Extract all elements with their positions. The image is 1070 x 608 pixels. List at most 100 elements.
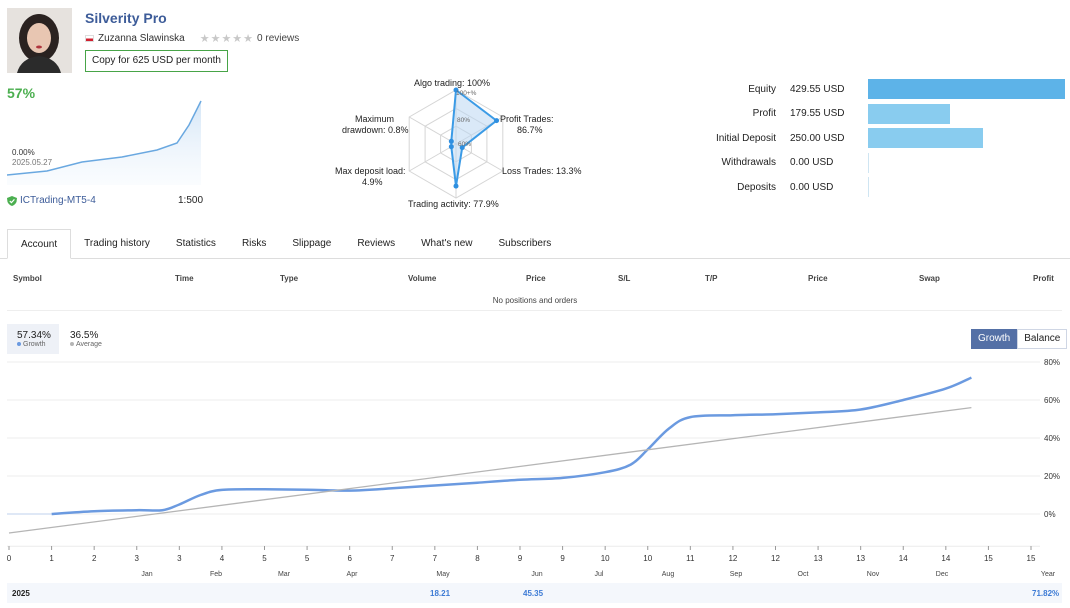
month-label: Jun [531,571,542,578]
reviews-count[interactable]: 0 reviews [257,33,300,44]
balance-bar [868,103,951,124]
year-summary-row: 2025 18.21 45.35 71.82% [7,583,1062,603]
x-tick-label: 7 [390,554,395,563]
balance-row: Deposits 0.00 USD [686,177,869,197]
tab-account[interactable]: Account [7,229,72,259]
column-header[interactable]: Price [808,274,828,283]
rating-stars-icon: ★★★★★ [199,33,255,45]
tab-trading-history[interactable]: Trading history [84,238,150,249]
column-header[interactable]: Type [280,274,299,283]
average-dot-icon [70,342,74,346]
radar-point-algo [453,87,459,93]
radar-point-loss [459,145,465,151]
radar-label-profit-trades: Profit Trades: [500,114,554,124]
tab-statistics[interactable]: Statistics [175,238,216,249]
radar-label-trading-activity: Trading activity: 77.9% [408,199,499,209]
broker-server[interactable]: ICTrading-MT5-4 [20,195,96,206]
y-tick-label: 40% [1044,434,1060,443]
leverage: 1:500 [178,195,204,206]
radar-ring-label: 60% [458,141,471,148]
trading-radar-chart: 100+% 80% 60% [408,87,504,199]
x-tick-label: 9 [560,554,565,563]
balance-label: Profit [752,108,776,119]
tab-risks[interactable]: Risks [241,238,267,249]
balance-label: Withdrawals [721,157,776,168]
chart-mode-toggle: Growth Balance [971,329,1068,349]
balance-value: 429.55 USD [790,83,845,95]
balance-row: Equity 429.55 USD [686,79,1065,99]
year-label: 2025 [12,589,30,598]
balance-bar [868,128,983,148]
sparkline-start-date: 2025.05.27 [12,158,53,167]
poland-flag-icon [85,35,94,42]
tab-subscribers[interactable]: Subscribers [498,238,552,249]
radar-point-drawdown [448,138,454,144]
column-header[interactable]: Time [175,274,194,283]
x-tick-label: 15 [984,554,993,563]
year-total-value: 71.82% [1032,589,1060,598]
tab-slippage[interactable]: Slippage [292,238,332,249]
series-line-growth [51,376,972,516]
column-header[interactable]: Price [526,274,546,283]
column-header[interactable]: Swap [919,274,940,283]
broker-row: ICTrading-MT5-4 [7,195,96,206]
balance-toggle-button[interactable]: Balance [1017,329,1068,349]
radar-axis [408,116,457,145]
radar-label-algo-trading: Algo trading: 100% [414,78,491,88]
radar-label-profit-trades-value: 86.7% [517,125,543,135]
balance-row: Initial Deposit 250.00 USD [686,128,983,148]
tab-reviews[interactable]: Reviews [357,238,396,249]
x-tick-label: 6 [347,554,352,563]
x-tick-label: 5 [305,554,310,563]
balance-value: 179.55 USD [790,108,845,119]
month-label: Mar [278,571,291,578]
x-tick-label: 13 [856,554,865,563]
radar-label-max-deposit-load: Max deposit load: [335,166,406,176]
author-name[interactable]: Zuzanna Slawinska [98,33,185,44]
radar-point-load [448,144,454,150]
author-avatar[interactable] [7,8,72,73]
x-tick-label: 11 [686,554,695,563]
growth-stat-value: 57.34% [17,330,51,341]
radar-axis [408,143,457,172]
x-tick-label: 2 [92,554,97,563]
month-label: Aug [662,571,675,578]
x-tick-label: 8 [475,554,480,563]
growth-line-chart: 0%20%40%60%80%0 1 2 3 3 4 5 5 6 7 7 8 9 9 10 10 11 12 12 13… [7,358,1060,578]
month-value-jun: 45.35 [523,589,544,598]
x-tick-label: 0 [7,554,12,563]
balance-bar [868,79,1065,99]
balance-value: 0.00 USD [790,157,834,168]
x-tick-label: 14 [899,554,908,563]
tab-what-s-new[interactable]: What's new [421,238,473,249]
x-tick-label: 12 [771,554,780,563]
column-header[interactable]: T/P [705,274,718,283]
signal-title[interactable]: Silverity Pro [85,10,167,26]
month-label: Nov [867,571,880,578]
month-label: Dec [936,571,949,578]
balance-row: Profit 179.55 USD [686,103,951,124]
balance-label: Initial Deposit [715,132,776,144]
balance-bar [868,152,869,173]
x-tick-label: 7 [433,554,438,563]
x-tick-label: 4 [220,554,225,563]
average-stat[interactable]: 36.5% Average [66,324,118,354]
sparkline-start-value: 0.00% [12,148,35,157]
growth-dot-icon [17,342,21,346]
y-tick-label: 60% [1044,396,1060,405]
column-header[interactable]: Symbol [13,274,42,283]
balance-label: Equity [748,83,776,95]
radar-point-profit [494,118,500,124]
copy-subscribe-button[interactable]: Copy for 625 USD per month [85,50,228,72]
radar-ring-label: 100+% [456,90,477,97]
growth-toggle-button[interactable]: Growth [971,329,1018,349]
average-stat-label: Average [70,341,118,348]
column-header[interactable]: Profit [1033,274,1054,283]
growth-stat[interactable]: 57.34% Growth [7,324,59,354]
x-tick-label: 12 [728,554,737,563]
month-label: Sep [730,571,743,578]
empty-positions-message: No positions and orders [492,296,578,305]
column-header[interactable]: S/L [618,274,631,283]
radar-label-loss-trades: Loss Trades: 13.3% [502,166,582,176]
column-header[interactable]: Volume [408,274,437,283]
